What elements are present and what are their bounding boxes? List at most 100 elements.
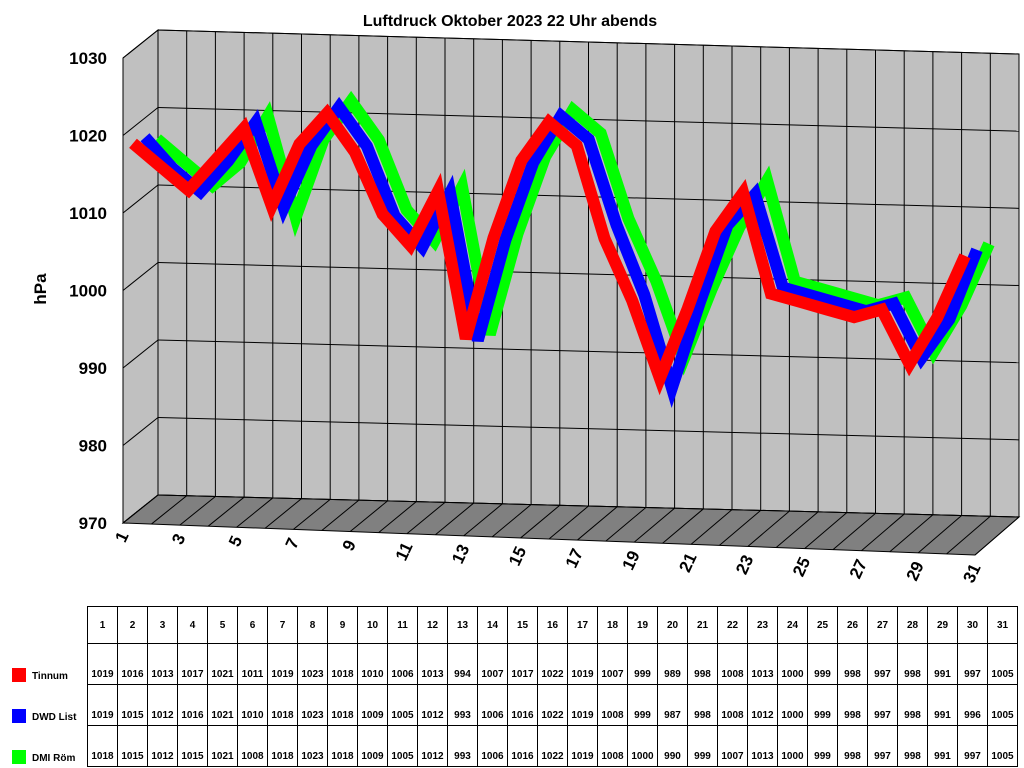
table-cell: 1013 — [417, 643, 448, 685]
x-tick-label: 1 — [111, 529, 132, 546]
grid-line-floor — [463, 503, 503, 537]
table-cell: 1019 — [87, 643, 118, 685]
table-day-header: 11 — [387, 606, 418, 644]
table-cell: 1019 — [567, 684, 598, 726]
table-cell: 999 — [627, 643, 658, 685]
table-cell: 1000 — [777, 643, 808, 685]
table-cell: 1006 — [477, 725, 508, 767]
table-day-header: 28 — [897, 606, 928, 644]
series-line-tinnum — [129, 103, 971, 396]
table-cell: 1018 — [327, 643, 358, 685]
grid-line-floor — [548, 505, 589, 540]
table-cell: 1015 — [177, 725, 208, 767]
table-cell: 1000 — [777, 684, 808, 726]
table-day-header: 5 — [207, 606, 238, 644]
table-cell: 1018 — [267, 725, 298, 767]
grid-line-floor — [832, 512, 876, 551]
grid-line-floor — [264, 498, 302, 529]
chart: Luftdruck Oktober 2023 22 Uhr abends hPa… — [31, 13, 1021, 586]
table-cell: 1015 — [117, 684, 148, 726]
table-cell: 1018 — [267, 684, 298, 726]
table-day-header: 10 — [357, 606, 388, 644]
grid-line-floor — [889, 514, 934, 553]
grid-line-left-wall — [122, 29, 159, 59]
grid-line-floor — [378, 501, 417, 533]
table-day-header: 27 — [867, 606, 898, 644]
table-cell: 1010 — [237, 684, 268, 726]
grid-line-floor — [633, 507, 675, 543]
x-tick-label: 19 — [619, 548, 644, 573]
table-cell: 1016 — [177, 684, 208, 726]
table-day-header: 23 — [747, 606, 778, 644]
table-cell: 1022 — [537, 643, 568, 685]
table-day-header: 1 — [87, 606, 118, 644]
table-day-header: 21 — [687, 606, 718, 644]
x-tick-label: 23 — [732, 552, 757, 577]
grid-line-floor — [719, 510, 762, 546]
table-day-header: 6 — [237, 606, 268, 644]
table-cell: 1019 — [267, 643, 298, 685]
x-tick-label: 25 — [789, 554, 814, 579]
legend-entry: DMI Röm — [8, 726, 88, 767]
x-tick-label: 29 — [903, 559, 928, 584]
table-cell: 998 — [897, 725, 928, 767]
x-tick-label: 3 — [168, 531, 189, 548]
grid-line-floor — [775, 511, 819, 548]
table-header-row: 1 2 3 4 5 6 7 8 9 10 11 12 13 14 15 16 17 18 19 20 21 22 23 24 2… — [8, 606, 1018, 644]
table-cell: 999 — [807, 643, 838, 685]
table-cell: 1023 — [297, 643, 328, 685]
table-day-header: 16 — [537, 606, 568, 644]
series-layer — [129, 90, 995, 408]
table-cell: 1008 — [717, 684, 748, 726]
table-day-header: 13 — [447, 606, 478, 644]
table-day-header: 8 — [297, 606, 328, 644]
table-cell: 998 — [897, 643, 928, 685]
table-cell: 1006 — [387, 643, 418, 685]
grid-line-floor — [520, 504, 561, 539]
table-cell: 991 — [927, 725, 958, 767]
table-day-header: 7 — [267, 606, 298, 644]
table-cell: 1000 — [627, 725, 658, 767]
grid-line-floor — [577, 506, 618, 541]
grid-line-left-wall — [122, 417, 159, 446]
table-cell: 998 — [837, 684, 868, 726]
table-cell: 1021 — [207, 725, 238, 767]
grid-line-floor — [974, 516, 1020, 556]
table-cell: 991 — [927, 684, 958, 726]
x-tick-label: 21 — [675, 550, 700, 575]
table-cell: 1022 — [537, 684, 568, 726]
table-cell: 1016 — [507, 684, 538, 726]
x-tick-label: 15 — [505, 544, 530, 569]
table-day-header: 20 — [657, 606, 688, 644]
table-day-header: 24 — [777, 606, 808, 644]
table-cell: 1005 — [987, 643, 1018, 685]
series-line-dmi-r-m — [153, 90, 995, 376]
data-table: 1 2 3 4 5 6 7 8 9 10 11 12 13 14 15 16 17 18 19 20 21 22 23 24 2… — [8, 606, 1018, 767]
y-tick-label: 980 — [79, 437, 107, 456]
table-cell: 1022 — [537, 725, 568, 767]
x-tick-label: 27 — [846, 556, 871, 581]
x-tick-label: 17 — [562, 546, 587, 571]
table-cell: 1015 — [117, 725, 148, 767]
grid-line-floor — [321, 499, 360, 531]
table-cell: 1013 — [747, 725, 778, 767]
grid-line-floor — [349, 500, 388, 532]
table-day-header: 9 — [327, 606, 358, 644]
table-cell: 1005 — [987, 725, 1018, 767]
table-cell: 1012 — [147, 684, 178, 726]
table-cell: 1008 — [597, 684, 628, 726]
table-cell: 1006 — [477, 684, 508, 726]
table-day-header: 4 — [177, 606, 208, 644]
table-cell: 993 — [447, 684, 478, 726]
table-cell: 998 — [687, 643, 718, 685]
x-tick-label: 7 — [282, 535, 303, 552]
table-day-header: 2 — [117, 606, 148, 644]
table-row: DMI Röm 1018 1015 1012 1015 1021 1008 1018 1023 1… — [8, 725, 1018, 767]
table-day-header: 15 — [507, 606, 538, 644]
grid-line-floor — [662, 508, 704, 544]
grid-line-left-wall — [122, 262, 159, 291]
table-cell: 998 — [837, 643, 868, 685]
table-cell: 1007 — [477, 643, 508, 685]
y-axis-label: hPa — [31, 273, 50, 305]
table-cell: 991 — [927, 643, 958, 685]
